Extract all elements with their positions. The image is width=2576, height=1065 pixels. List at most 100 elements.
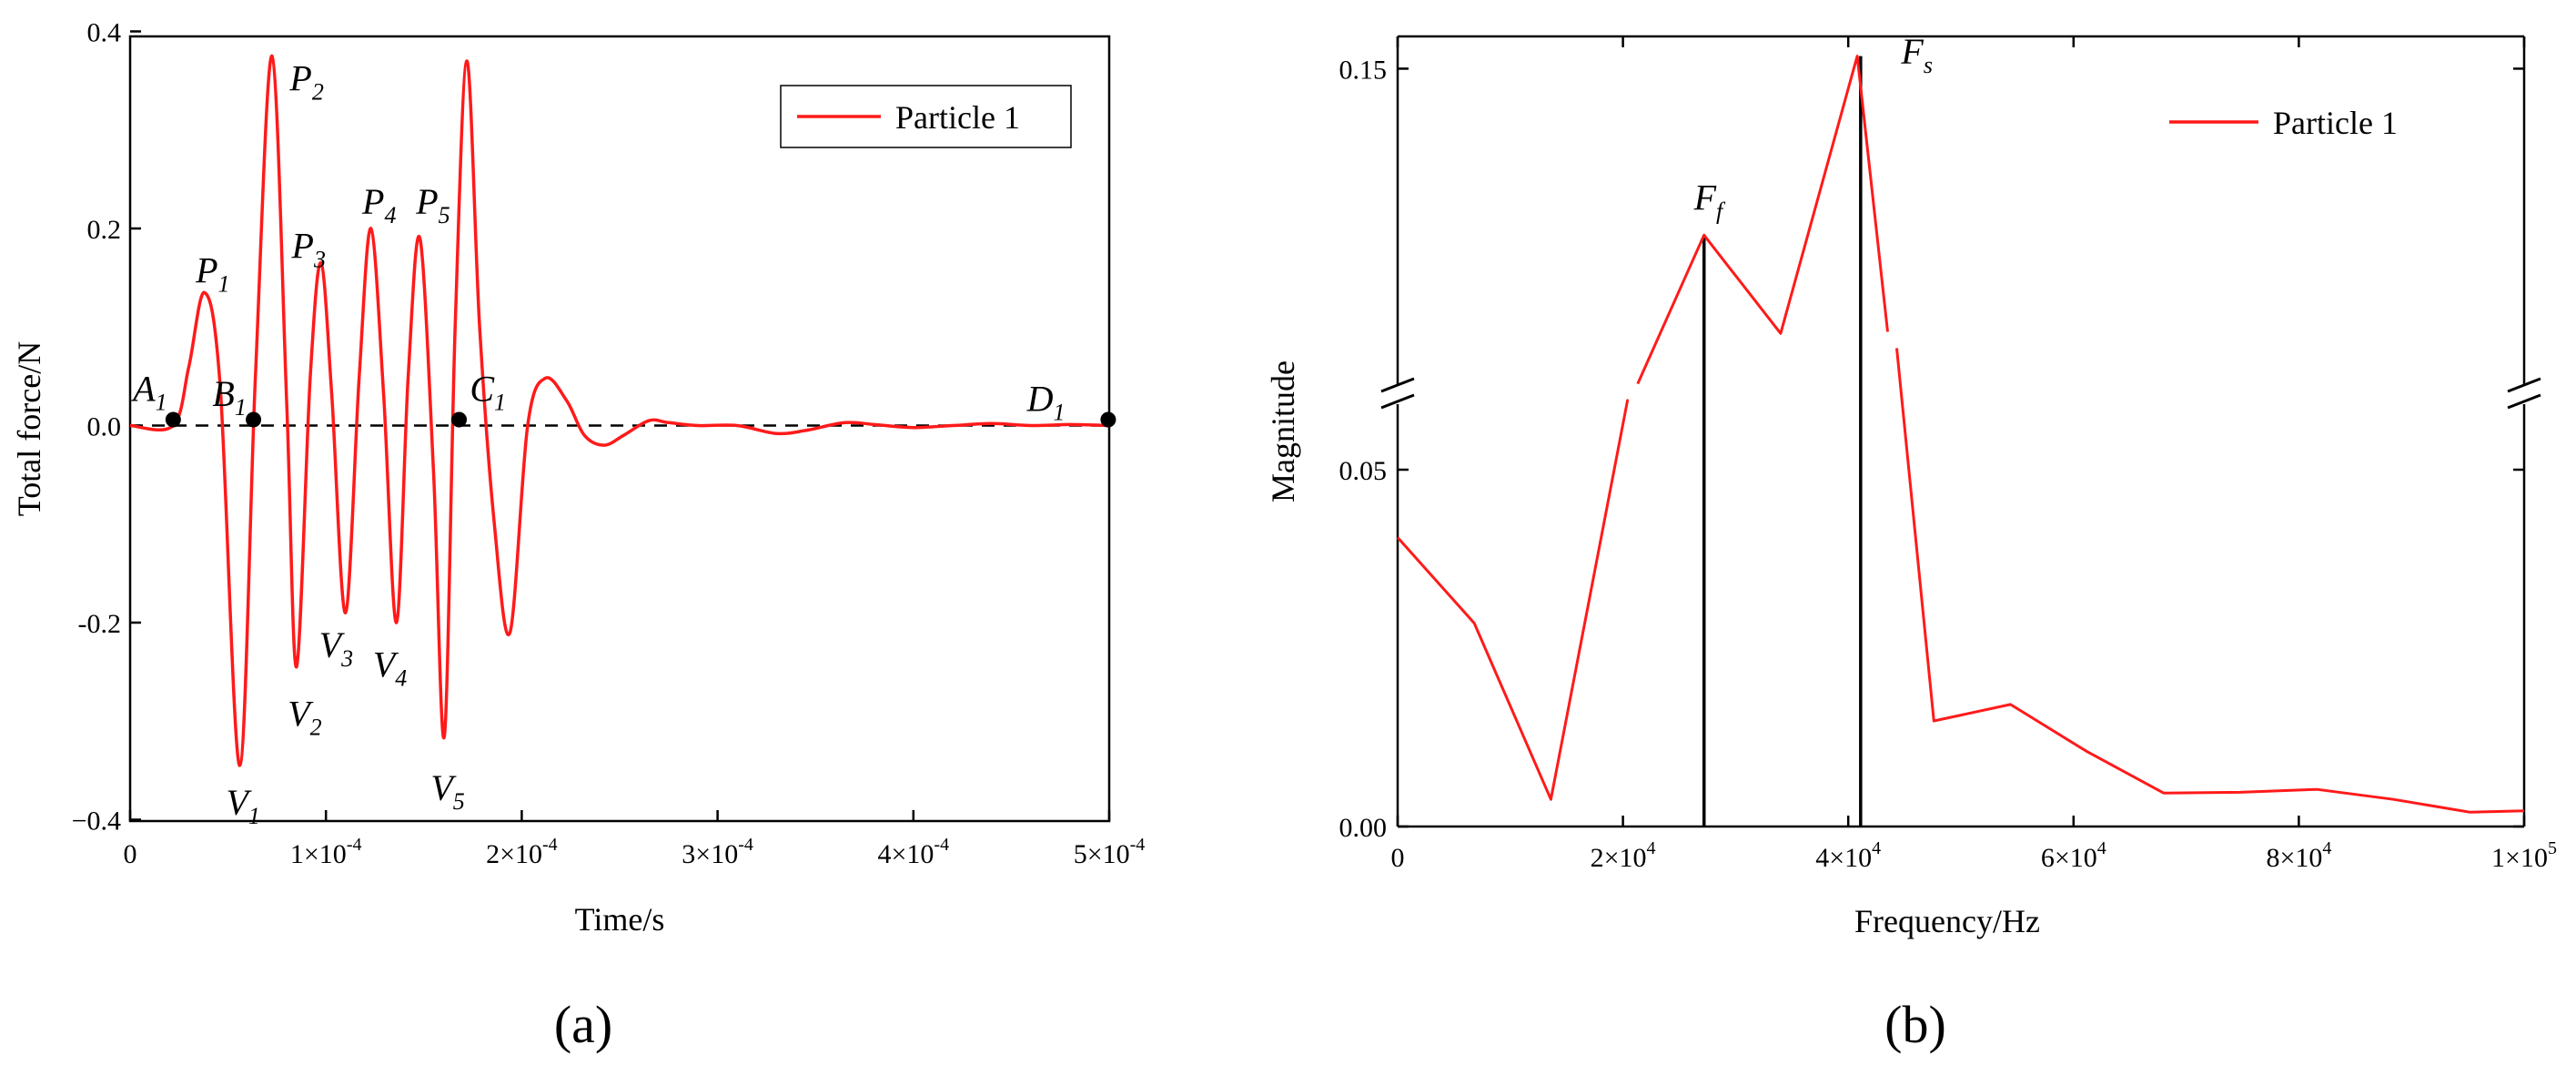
chart-b-x-tick-label-exponent: 4 <box>1872 838 1881 858</box>
chart-a-label-v5: V5 <box>430 767 464 815</box>
chart-b-x-tick-label: 6×104 <box>2041 838 2106 873</box>
chart-a-label-b1-main: B <box>212 373 234 414</box>
chart-a-label-v3-subscript: 3 <box>340 645 353 672</box>
chart-b-axis-break-right <box>2507 377 2541 410</box>
chart-a-marker-points <box>165 411 1116 428</box>
chart-a-label-v2-subscript: 2 <box>310 715 322 741</box>
chart-b-legend: Particle 1 <box>2169 105 2398 141</box>
chart-b-peak-stems <box>1702 56 1863 827</box>
chart-a-label-p1-main: P <box>195 250 217 291</box>
chart-a-label-p3: P3 <box>291 225 326 272</box>
chart-a-x-tick-label: 0 <box>124 839 137 869</box>
chart-b-label-ff: Ff <box>1693 178 1726 225</box>
chart-b-x-tick-label: 8×104 <box>2266 838 2331 873</box>
chart-b-y-tick-label: 0.15 <box>1339 55 1388 85</box>
chart-a-label-d1-subscript: 1 <box>1054 399 1066 425</box>
chart-a-y-tick-label: -0.2 <box>78 609 122 639</box>
chart-b-x-tick-label-mantissa: 1×10 <box>2491 843 2548 873</box>
chart-b-panel-label: (b) <box>1884 995 1946 1054</box>
chart-a-label-a1-subscript: 1 <box>156 389 167 415</box>
chart-a-point-a1 <box>165 411 181 428</box>
chart-a-x-tick-label: 4×10-4 <box>878 835 950 869</box>
chart-b-x-ticks: 0 2×104 4×104 6×104 8×104 1×105 <box>1391 36 2557 873</box>
chart-a-frame <box>128 35 1111 823</box>
chart-b-x-tick-label-mantissa: 0 <box>1391 843 1405 873</box>
chart-a-label-b1: B1 <box>212 373 246 421</box>
chart-a-legend-label: Particle 1 <box>895 99 1020 136</box>
chart-a-label-b1-subscript: 1 <box>235 394 247 421</box>
chart-a-label-v1: V1 <box>226 782 259 829</box>
chart-a-label-p4-subscript: 4 <box>384 202 396 228</box>
chart-a-y-tick-label: 0.2 <box>87 215 122 245</box>
chart-b-label-fs-subscript: s <box>1924 52 1933 78</box>
chart-a-label-v5-subscript: 5 <box>453 788 465 815</box>
chart-b-x-tick-label-exponent: 4 <box>2322 838 2331 858</box>
chart-a-x-ticks: 0 1×10-4 2×10-4 3×10-4 4×10-4 5×10-4 <box>124 810 1146 869</box>
chart-a-label-c1-main: C <box>470 368 495 409</box>
chart-a-x-tick-label-exponent: -4 <box>934 835 949 855</box>
chart-a-x-tick-label: 1×10-4 <box>290 835 362 869</box>
chart-a-label-p4-main: P <box>361 181 384 222</box>
chart-b-y-ticks: 0.00 0.05 0.15 <box>1339 55 2524 843</box>
chart-a-label-p3-main: P <box>291 225 314 266</box>
chart-a-label-v3-main: V <box>319 624 346 665</box>
chart-b-x-tick-label-exponent: 4 <box>1647 838 1656 858</box>
chart-a-label-p5-main: P <box>415 181 438 222</box>
chart-a-x-tick-label-mantissa: 3×10 <box>682 839 738 869</box>
chart-a-y-ticks: −0.4 -0.2 0.0 0.2 0.4 <box>72 18 141 837</box>
chart-a-x-tick-label-mantissa: 5×10 <box>1074 839 1130 869</box>
chart-a-x-tick-label: 5×10-4 <box>1074 835 1146 869</box>
chart-a-point-c1 <box>451 411 468 428</box>
chart-a-label-v1-main: V <box>226 782 252 823</box>
chart-a-x-tick-label-exponent: -4 <box>738 835 753 855</box>
chart-a-x-axis-label: Time/s <box>575 901 665 938</box>
chart-a-label-p5: P5 <box>415 181 450 228</box>
chart-b-y-axis-label: Magnitude <box>1265 360 1301 502</box>
chart-a-point-d1 <box>1100 411 1116 428</box>
chart-a-label-d1-main: D <box>1026 378 1054 419</box>
chart-a-x-tick-label-mantissa: 1×10 <box>290 839 347 869</box>
chart-a-label-a1-main: A <box>130 368 156 409</box>
chart-b-x-tick-label: 1×105 <box>2491 838 2557 873</box>
chart-a-label-v3: V3 <box>319 624 353 672</box>
chart-a-label-d1: D1 <box>1026 378 1066 425</box>
chart-b-label-fs-main: F <box>1900 31 1924 72</box>
chart-b-x-tick-label: 0 <box>1391 843 1405 873</box>
chart-a-label-p1-subscript: 1 <box>218 271 230 298</box>
chart-a-label-p2-subscript: 2 <box>312 78 324 105</box>
chart-b-y-tick-label: 0.05 <box>1339 456 1388 486</box>
chart-a-label-v4: V4 <box>373 644 407 692</box>
chart-a-x-tick-label-exponent: -4 <box>542 835 558 855</box>
chart-a-x-tick-label-mantissa: 0 <box>124 839 137 869</box>
chart-a-label-p2: P2 <box>288 57 323 105</box>
chart-b-x-tick-label: 2×104 <box>1591 838 1656 873</box>
chart-a-label-v4-main: V <box>373 644 399 685</box>
chart-a-label-c1: C1 <box>470 368 506 415</box>
chart-a-point-b1 <box>246 411 262 428</box>
chart-b-y-tick-label: 0.00 <box>1339 813 1388 843</box>
chart-b-x-tick-label-exponent: 4 <box>2097 838 2106 858</box>
chart-b-x-tick-label-mantissa: 4×10 <box>1815 843 1872 873</box>
chart-a-label-p3-subscript: 3 <box>313 246 326 272</box>
chart-b-x-axis-label: Frequency/Hz <box>1854 903 2040 939</box>
chart-a-label-v2: V2 <box>288 694 321 741</box>
chart-a-label-c1-subscript: 1 <box>494 389 506 415</box>
chart-a: −0.4-0.20.00.20.4 0 1×10-4 2×10-4 3×10-4 4×1… <box>11 18 1145 1055</box>
chart-a-x-tick-label-mantissa: 2×10 <box>486 839 542 869</box>
chart-a-label-v5-main: V <box>430 767 457 808</box>
chart-b-legend-label: Particle 1 <box>2273 105 2398 141</box>
chart-a-y-axis-label: Total force/N <box>11 341 47 516</box>
chart-b-series-line <box>1396 55 2525 814</box>
chart-b-label-fs: Fs <box>1900 31 1933 78</box>
chart-a-panel-label: (a) <box>554 995 612 1054</box>
chart-a-x-tick-label-exponent: -4 <box>347 835 362 855</box>
chart-a-y-tick-label: 0.0 <box>87 412 122 442</box>
chart-b-x-tick-label-mantissa: 6×10 <box>2041 843 2097 873</box>
chart-a-label-v1-subscript: 1 <box>248 803 260 829</box>
chart-a-label-p1: P1 <box>195 250 229 298</box>
chart-a-label-a1: A1 <box>130 368 167 415</box>
chart-a-label-p2-main: P <box>288 57 311 98</box>
chart-b: 0.000.050.15 0 2×104 4×104 6×104 8×104 1×105 … <box>1265 31 2557 1054</box>
chart-a-label-p5-subscript: 5 <box>439 202 450 228</box>
